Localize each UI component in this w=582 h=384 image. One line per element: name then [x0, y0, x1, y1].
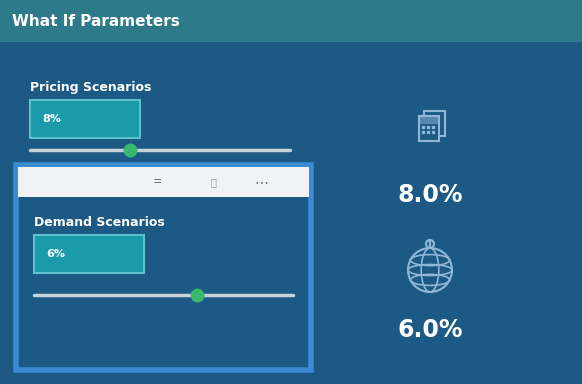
Bar — [18, 167, 309, 197]
Text: 8.0%: 8.0% — [398, 183, 463, 207]
Text: ⬜: ⬜ — [211, 177, 217, 187]
Text: Demand Scenarios: Demand Scenarios — [34, 217, 165, 230]
Text: ⋯: ⋯ — [254, 175, 268, 189]
FancyBboxPatch shape — [16, 165, 311, 370]
Text: 6.0%: 6.0% — [398, 318, 463, 342]
FancyBboxPatch shape — [34, 235, 144, 273]
Bar — [420, 118, 438, 124]
Text: 6%: 6% — [46, 249, 65, 259]
Text: What If Parameters: What If Parameters — [12, 13, 180, 28]
FancyBboxPatch shape — [418, 116, 439, 141]
Text: 8%: 8% — [42, 114, 61, 124]
FancyBboxPatch shape — [30, 100, 140, 138]
Text: Pricing Scenarios: Pricing Scenarios — [30, 81, 151, 94]
Bar — [0, 0, 582, 42]
Text: =: = — [154, 175, 161, 189]
